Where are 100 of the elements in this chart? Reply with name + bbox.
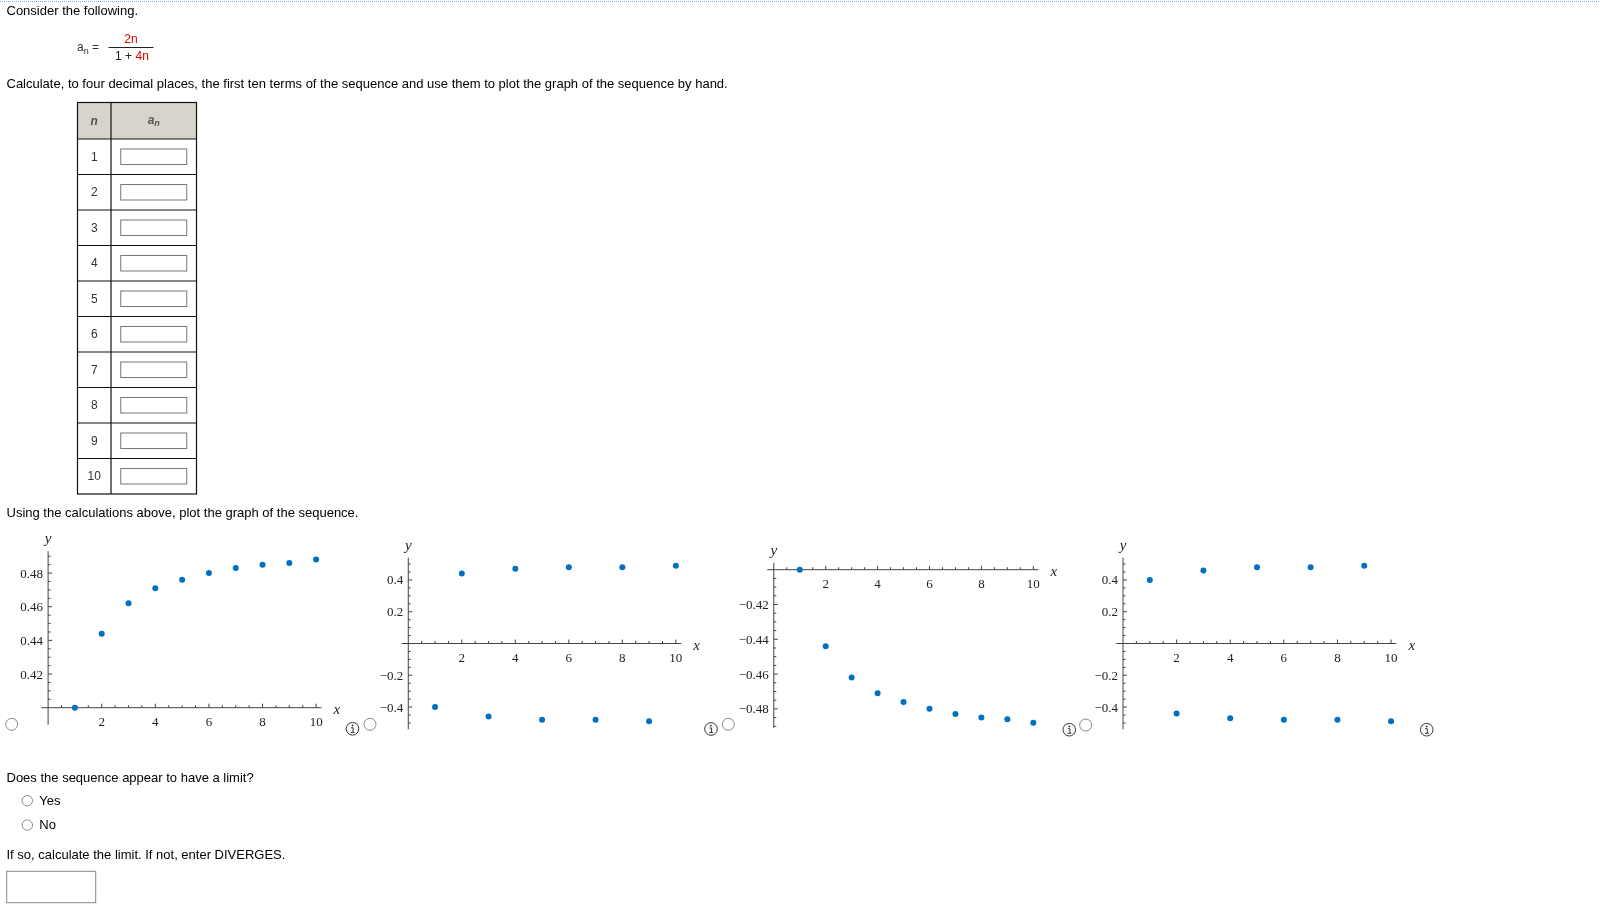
y-tick-label: 0.42 xyxy=(20,666,44,682)
point xyxy=(1254,564,1261,571)
y-axis-title: n xyxy=(90,113,98,128)
point xyxy=(286,559,293,566)
y-tick-label: 4 xyxy=(90,256,98,271)
point xyxy=(646,718,653,725)
x-tick-label: 6 xyxy=(565,650,573,665)
point xyxy=(259,561,266,568)
text: Calculate, to four decimal places, the first ten terms of the sequence and use them to plot the graph of the sequence by hand. xyxy=(6,75,728,91)
point xyxy=(848,674,855,681)
point xyxy=(179,576,186,583)
y-tick-label: −0.46 xyxy=(738,666,770,682)
point xyxy=(1227,715,1234,722)
y-axis-title: y xyxy=(402,536,412,553)
y-tick-label: 2 xyxy=(90,185,98,200)
point xyxy=(1146,576,1153,583)
y-tick-label: 8 xyxy=(90,398,98,413)
y-tick-label: 1 xyxy=(90,149,98,164)
text: 1 + xyxy=(114,48,132,63)
y-tick-label: 0.2 xyxy=(1101,604,1118,620)
x-tick-label: 8 xyxy=(978,576,985,592)
point xyxy=(313,556,320,563)
x-tick-label: 10 xyxy=(669,650,683,665)
y-tick-label: −0.2 xyxy=(379,667,404,683)
y-axis-title: y xyxy=(768,541,778,558)
point xyxy=(1030,719,1037,726)
y-tick-label: −0.48 xyxy=(738,701,769,717)
point xyxy=(874,690,881,697)
text: a$_{n}$ = xyxy=(77,39,100,56)
point xyxy=(485,713,492,720)
x-tick-label: 2 xyxy=(822,576,829,592)
x-axis-title: x xyxy=(1049,562,1058,579)
point xyxy=(822,643,829,650)
y-tick-label: −0.42 xyxy=(738,596,769,612)
point xyxy=(98,630,105,637)
text: Consider the following. xyxy=(6,3,139,18)
point xyxy=(232,565,239,572)
point xyxy=(1361,562,1368,569)
point xyxy=(952,711,959,718)
x-axis-title: x xyxy=(692,636,701,653)
y-tick-label: 7 xyxy=(90,362,98,377)
point xyxy=(152,585,159,592)
y-tick-label: −0.4 xyxy=(1094,699,1119,715)
y-tick-label: 9 xyxy=(90,433,98,448)
y-tick-label: 0.4 xyxy=(387,572,404,588)
x-tick-label: 10 xyxy=(309,714,323,730)
x-tick-label: 8 xyxy=(1334,650,1341,665)
x-tick-label: 2 xyxy=(458,650,466,665)
text: If so, calculate the limit. If not, enter DIVERGES. xyxy=(6,847,286,862)
point xyxy=(926,705,933,712)
x-tick-label: 8 xyxy=(619,650,626,665)
x-tick-label: 2 xyxy=(1173,650,1180,665)
y-tick-label: 10 xyxy=(87,469,102,484)
x-tick-label: 6 xyxy=(205,714,213,730)
x-tick-label: 4 xyxy=(874,576,882,592)
point xyxy=(900,698,907,705)
text: Using the calculations above, plot the graph of the sequence. xyxy=(6,504,359,520)
point xyxy=(565,564,572,571)
x-tick-label: 4 xyxy=(152,714,160,730)
point xyxy=(205,570,212,577)
x-tick-label: 10 xyxy=(1026,576,1040,592)
y-axis-title: y xyxy=(42,530,52,547)
point xyxy=(432,704,439,711)
text: No xyxy=(39,817,56,832)
point xyxy=(592,716,599,723)
text: Yes xyxy=(39,792,62,808)
y-tick-label: 0.2 xyxy=(387,604,404,620)
point xyxy=(539,716,546,723)
y-tick-label: −0.4 xyxy=(379,699,404,715)
x-axis-title: x xyxy=(1407,636,1416,653)
x-tick-label: 4 xyxy=(1226,650,1234,665)
point xyxy=(1280,716,1287,723)
point xyxy=(1388,718,1395,725)
text: 2n xyxy=(124,31,138,46)
y-tick-label: 0.4 xyxy=(1101,572,1119,588)
y-tick-label: 0.48 xyxy=(20,565,44,581)
x-tick-label: 10 xyxy=(1384,650,1398,665)
y-tick-label: 5 xyxy=(90,291,98,306)
y-tick-label: 0.46 xyxy=(20,599,44,615)
point xyxy=(458,570,465,577)
y-tick-label: 6 xyxy=(90,327,98,342)
point xyxy=(1307,564,1314,571)
point xyxy=(1334,716,1341,723)
x-axis-title: x xyxy=(332,700,341,717)
point xyxy=(1004,716,1011,723)
x-tick-label: 6 xyxy=(926,576,934,592)
point xyxy=(125,600,132,607)
y-tick-label: −0.2 xyxy=(1094,667,1118,683)
y-tick-label: 3 xyxy=(90,220,98,235)
text: 4n xyxy=(135,48,149,63)
point xyxy=(512,565,519,572)
point xyxy=(619,564,626,571)
x-tick-label: 4 xyxy=(512,650,520,665)
point xyxy=(978,714,985,721)
point xyxy=(672,562,679,569)
text: Does the sequence appear to have a limit? xyxy=(6,769,254,785)
x-tick-label: 8 xyxy=(259,714,266,730)
point xyxy=(1173,710,1180,717)
y-tick-label: −0.44 xyxy=(738,631,770,647)
x-tick-label: a$_{n}$ xyxy=(147,112,161,129)
